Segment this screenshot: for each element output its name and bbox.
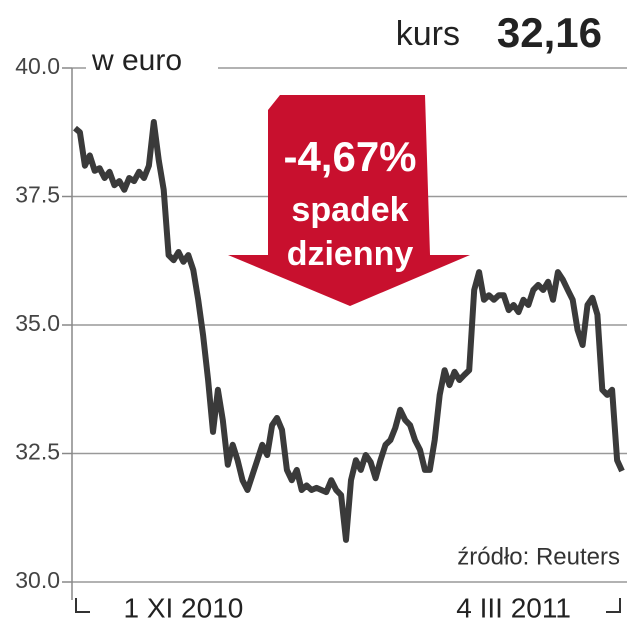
plot [73,119,625,543]
y-tick-label: 40.0 [15,53,60,79]
y-tick-label: 32.5 [15,439,60,465]
x-tick-label: 4 III 2011 [456,592,571,623]
title-bg [370,8,627,60]
annotation-text: dzienny [287,235,414,273]
y-tick-label: 35.0 [15,310,60,336]
x-axis-bracket [75,598,621,613]
source: źródło: Reuters [457,543,620,570]
y-tick-label: 37.5 [15,182,60,208]
chart-title: kurs [396,15,460,53]
y-tick-label: 30.0 [15,567,60,593]
y-axis-label: w euro [91,44,182,77]
price-line [73,119,625,543]
label-bg [86,42,218,82]
annotation-arrow [228,95,470,306]
current-price: 32,16 [497,9,602,56]
annotation-change: -4,67% [283,133,416,180]
annotation-text: spadek [291,191,408,229]
x-tick-label: 1 XI 2010 [123,592,243,623]
